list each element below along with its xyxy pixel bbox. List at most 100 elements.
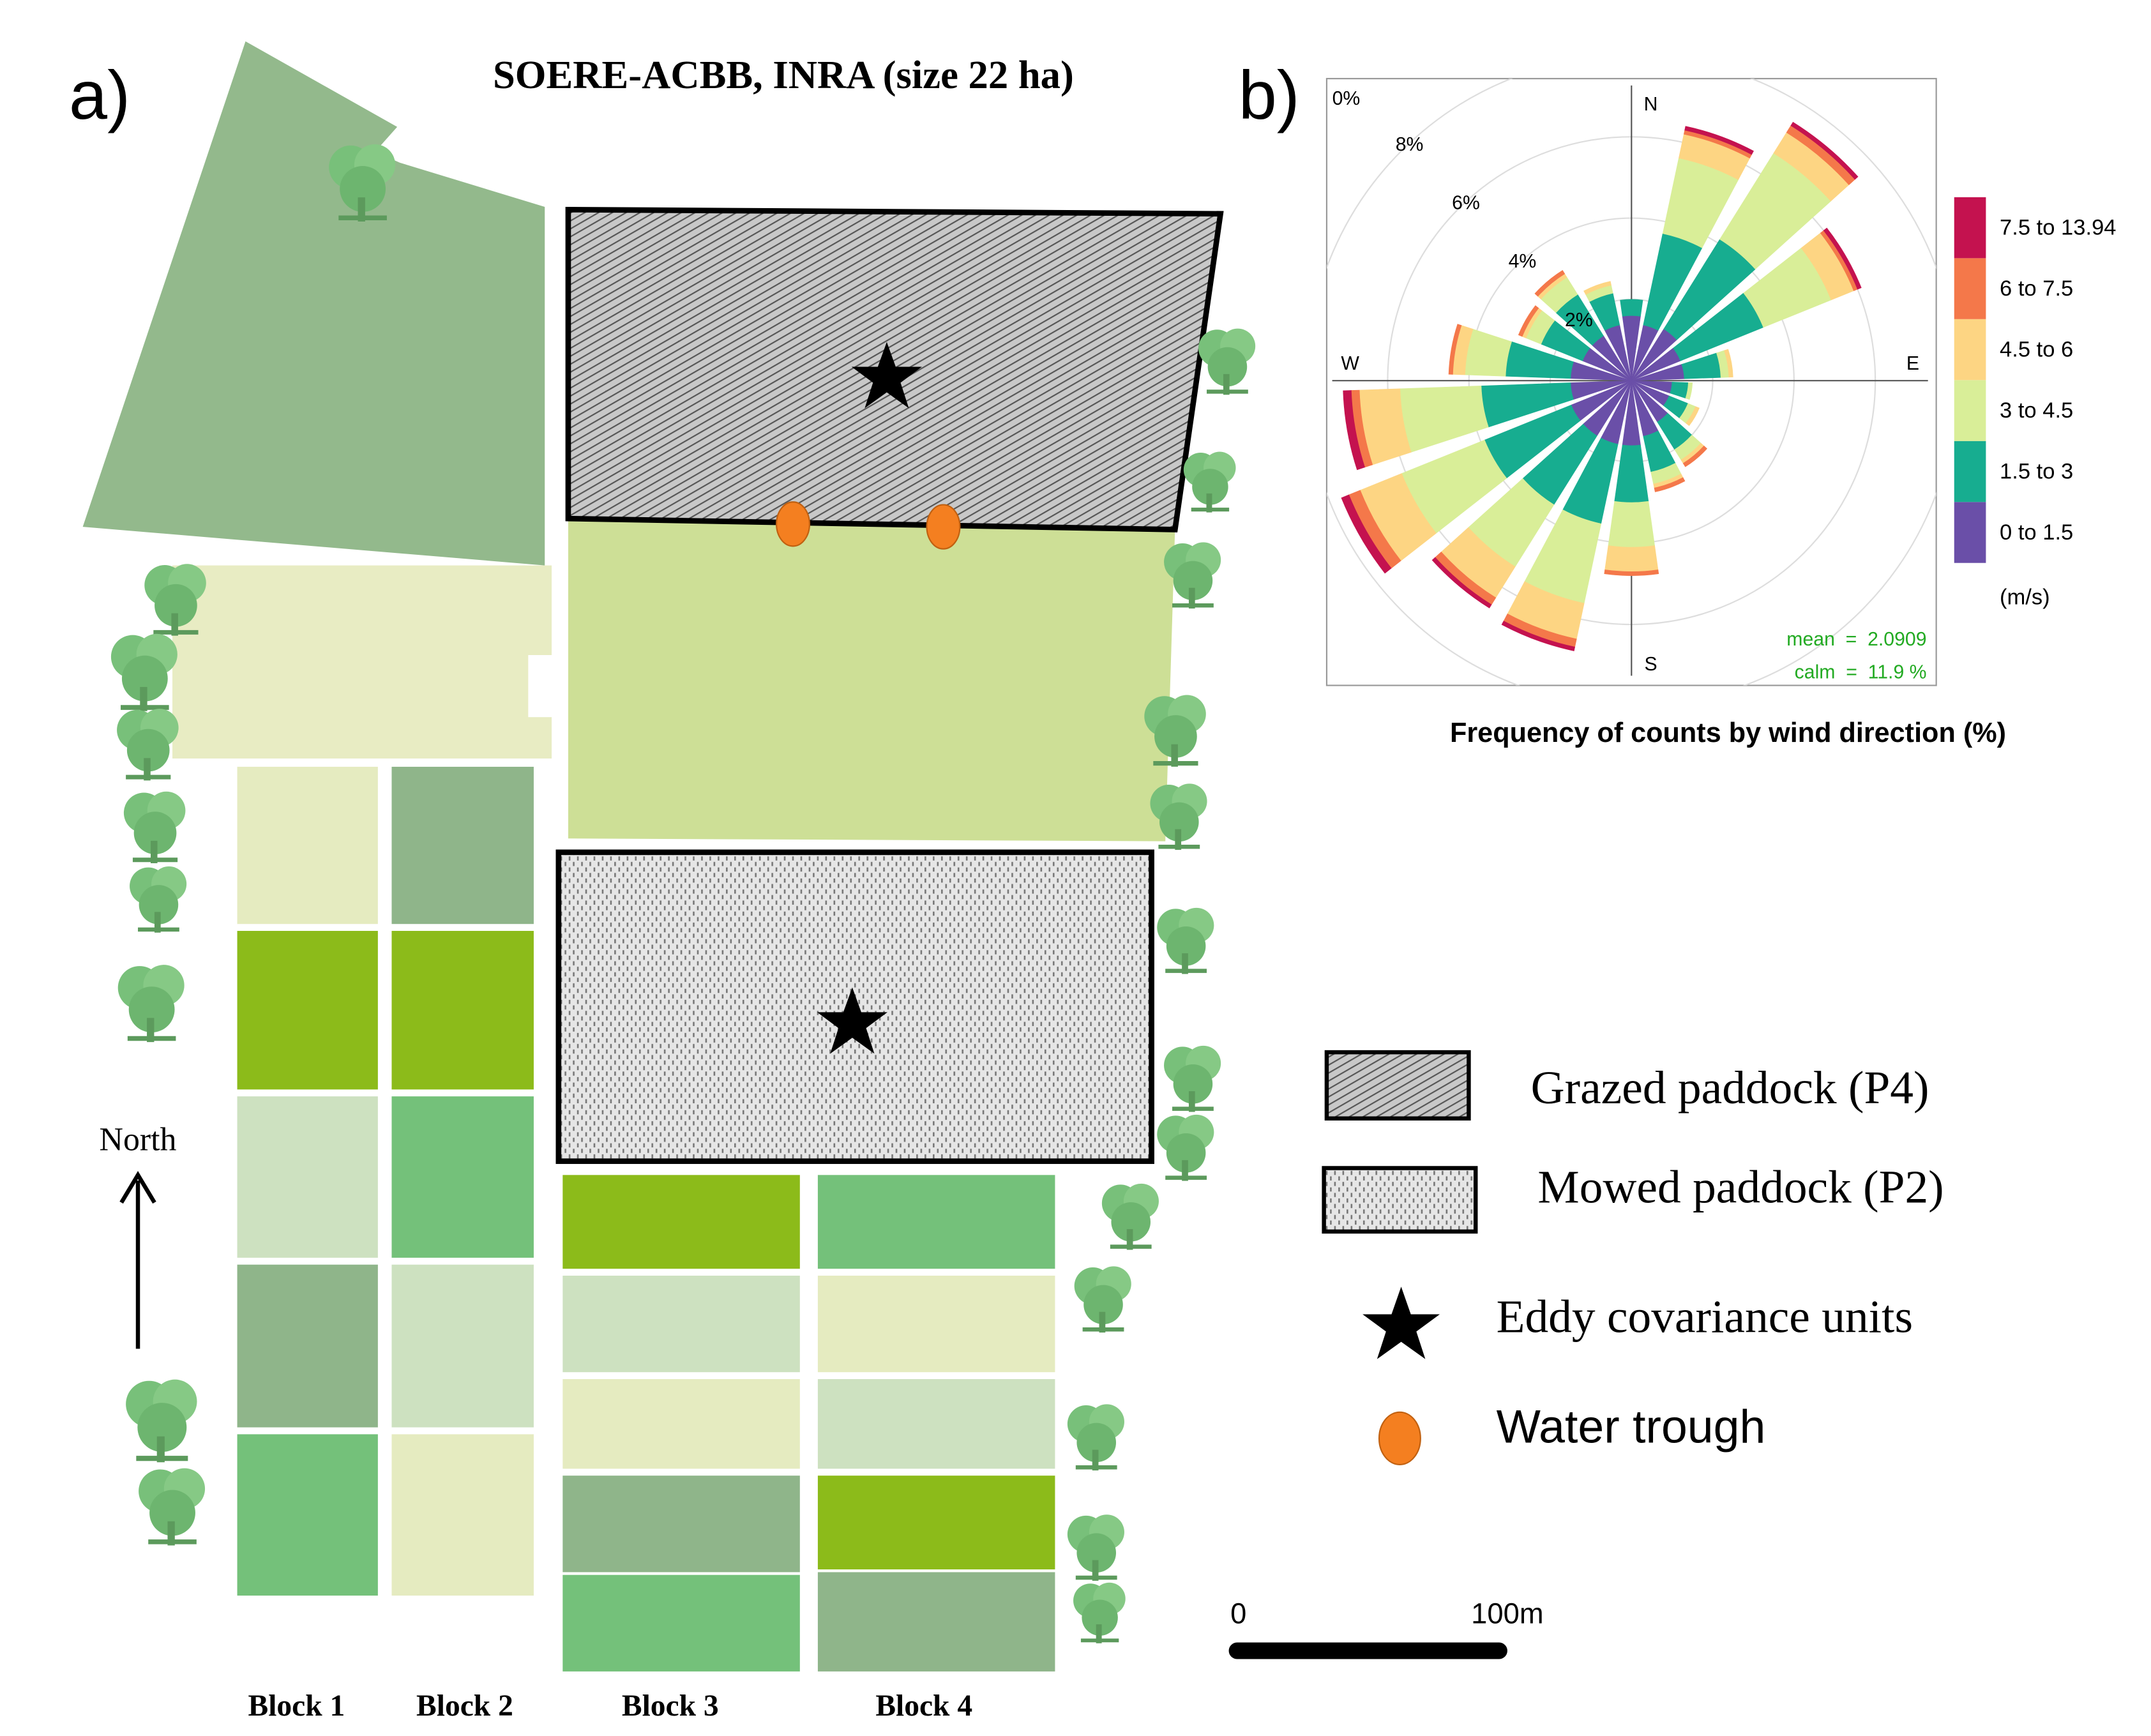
tree bbox=[1073, 1583, 1126, 1643]
rose-segment bbox=[1583, 281, 1611, 295]
rose-segment bbox=[1448, 324, 1462, 375]
rose-segment bbox=[1685, 382, 1693, 400]
plot bbox=[817, 1275, 1055, 1373]
water-trough bbox=[776, 501, 811, 547]
tree bbox=[1184, 452, 1236, 513]
legend-title: (m/s) bbox=[2000, 585, 2050, 610]
water-trough bbox=[926, 504, 961, 550]
tree bbox=[1157, 1115, 1214, 1181]
legend-swatch bbox=[1324, 1050, 1471, 1121]
tree bbox=[1164, 1046, 1221, 1112]
rose-segment bbox=[1431, 557, 1492, 608]
legend-label: Grazed paddock (P4) bbox=[1531, 1062, 1929, 1113]
block-label: Block 3 bbox=[622, 1689, 719, 1723]
plot bbox=[237, 1434, 378, 1596]
north-arrow-head bbox=[119, 1171, 156, 1204]
eddy-covariance-star bbox=[851, 342, 922, 409]
plot bbox=[817, 1572, 1055, 1672]
tree bbox=[130, 866, 186, 933]
legend-trough bbox=[1378, 1411, 1421, 1465]
tree bbox=[124, 792, 186, 863]
legend-swatch bbox=[1954, 197, 1986, 259]
field bbox=[172, 565, 552, 759]
rose-segment bbox=[1341, 494, 1392, 574]
plot bbox=[391, 1096, 534, 1258]
rose-segment bbox=[1684, 126, 1754, 155]
map-title: SOERE-ACBB, INRA (size 22 ha) bbox=[493, 52, 1074, 97]
panel-label: a) bbox=[69, 56, 130, 133]
tree bbox=[1068, 1514, 1124, 1581]
direction-label: W bbox=[1341, 353, 1359, 374]
plot bbox=[391, 766, 534, 925]
plot bbox=[562, 1476, 800, 1573]
legend-label: Mowed paddock (P2) bbox=[1537, 1161, 1943, 1213]
legend-swatch bbox=[1954, 319, 1986, 381]
rose-segment bbox=[1604, 545, 1659, 572]
legend-swatch bbox=[1954, 258, 1986, 319]
rose-segment bbox=[1501, 621, 1576, 651]
legend-label: Water trough bbox=[1497, 1400, 1766, 1453]
plot bbox=[817, 1175, 1055, 1269]
rose-segment bbox=[1620, 299, 1643, 317]
tree bbox=[1075, 1266, 1131, 1332]
legend-label: 7.5 to 13.94 bbox=[2000, 215, 2117, 239]
legend-swatch bbox=[1954, 380, 1986, 441]
plot bbox=[562, 1574, 800, 1672]
tree bbox=[139, 1468, 205, 1546]
legend-swatch bbox=[1322, 1166, 1478, 1234]
field bbox=[568, 521, 1175, 842]
block-label: Block 1 bbox=[248, 1689, 345, 1723]
plot bbox=[562, 1378, 800, 1469]
legend-star bbox=[1362, 1287, 1440, 1359]
north-label: North bbox=[100, 1121, 177, 1158]
tree bbox=[1068, 1404, 1124, 1470]
direction-label: E bbox=[1906, 353, 1919, 374]
radial-tick-label: 8% bbox=[1396, 134, 1424, 155]
chart-title: Frequency of counts by wind direction (%… bbox=[1450, 718, 2006, 748]
legend-swatch bbox=[1954, 441, 1986, 502]
annotation: mean = 2.0909 bbox=[1786, 629, 1926, 650]
field bbox=[82, 41, 545, 566]
radial-tick-label: 6% bbox=[1452, 193, 1480, 214]
rose-segment bbox=[1686, 406, 1700, 426]
legend-label: 1.5 to 3 bbox=[2000, 459, 2073, 483]
scale-start: 0 bbox=[1230, 1597, 1246, 1629]
legend-label: 0 to 1.5 bbox=[2000, 520, 2073, 545]
rose-segment bbox=[1604, 570, 1659, 576]
rose-segment bbox=[1534, 269, 1566, 297]
tree bbox=[1157, 908, 1214, 974]
direction-label: N bbox=[1644, 94, 1658, 115]
tree bbox=[117, 709, 179, 780]
rose-segment bbox=[1518, 305, 1539, 337]
rose-segment bbox=[1608, 501, 1655, 548]
rose-segment bbox=[1654, 477, 1686, 492]
panel-label: b) bbox=[1239, 56, 1300, 133]
plot bbox=[562, 1275, 800, 1373]
annotation: calm = 11.9 % bbox=[1795, 662, 1927, 683]
legend-label: Eddy covariance units bbox=[1497, 1291, 1913, 1343]
plot bbox=[237, 930, 378, 1090]
tree bbox=[126, 1380, 197, 1463]
legend-label: 4.5 to 6 bbox=[2000, 337, 2073, 361]
plot bbox=[237, 766, 378, 925]
plots bbox=[237, 766, 1055, 1672]
rose-plot bbox=[1326, 79, 1936, 686]
direction-label: S bbox=[1644, 654, 1657, 675]
rose-segment bbox=[1790, 121, 1859, 180]
rose-segment bbox=[1682, 445, 1707, 467]
block-label: Block 4 bbox=[875, 1689, 972, 1723]
plot bbox=[562, 1175, 800, 1269]
radial-tick-label: 4% bbox=[1509, 251, 1537, 272]
plot bbox=[817, 1476, 1055, 1570]
legend-label: 3 to 4.5 bbox=[2000, 398, 2073, 423]
radial-tick-label: 0% bbox=[1332, 88, 1361, 109]
rose-segment bbox=[1724, 349, 1733, 378]
tree bbox=[111, 634, 177, 711]
legend-swatch bbox=[1954, 502, 1986, 563]
plot bbox=[237, 1096, 378, 1258]
tree bbox=[1102, 1184, 1159, 1250]
legend-label: 6 to 7.5 bbox=[2000, 276, 2073, 301]
tree bbox=[1198, 329, 1255, 395]
